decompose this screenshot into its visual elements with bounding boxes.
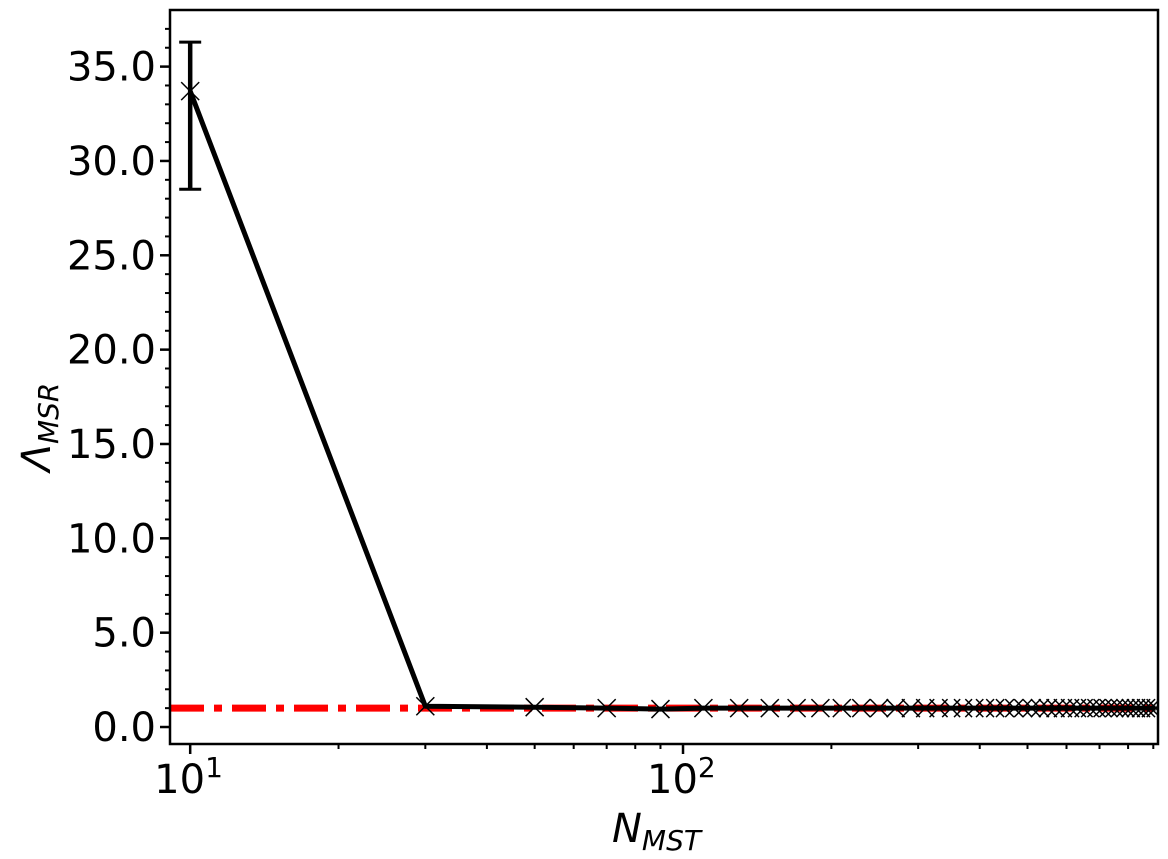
y-axis-label-sub: MSR bbox=[32, 383, 65, 444]
y-axis-label: ΛMSR bbox=[14, 383, 65, 475]
data-point-marker bbox=[869, 698, 889, 718]
error-bar bbox=[179, 40, 202, 191]
series-line bbox=[187, 90, 1156, 712]
data-point-marker bbox=[1038, 698, 1058, 718]
data-point-marker bbox=[1067, 698, 1087, 718]
data-point-marker bbox=[1121, 698, 1141, 718]
data-point-marker bbox=[525, 697, 545, 717]
data-point-marker bbox=[1013, 698, 1033, 718]
data-point-marker bbox=[693, 698, 713, 718]
y-tick-label: 20.0 bbox=[67, 328, 156, 374]
x-axis-label-main: N bbox=[612, 806, 642, 852]
x-tick-labels: 101 102 bbox=[154, 751, 716, 803]
data-point-marker bbox=[810, 698, 830, 718]
data-point-marker bbox=[901, 698, 921, 718]
data-point-marker bbox=[729, 698, 749, 718]
data-point-marker bbox=[1115, 698, 1135, 718]
data-point-marker bbox=[964, 698, 984, 718]
data-point-marker bbox=[832, 698, 852, 718]
data-point-marker bbox=[1053, 698, 1073, 718]
y-axis-label-main: Λ bbox=[14, 444, 60, 474]
y-tick-label: 35.0 bbox=[67, 45, 156, 91]
data-point-marker bbox=[1030, 698, 1050, 718]
y-tick-label: 25.0 bbox=[67, 233, 156, 279]
x-axis-ticks bbox=[188, 744, 685, 754]
plot-area bbox=[170, 40, 1158, 719]
data-point-marker bbox=[975, 698, 995, 718]
data-point-marker bbox=[787, 698, 807, 718]
plot-frame bbox=[168, 8, 1160, 746]
y-tick-label: 5.0 bbox=[92, 611, 156, 657]
data-point-marker bbox=[1136, 698, 1156, 718]
y-tick-label: 30.0 bbox=[67, 139, 156, 185]
data-point-marker bbox=[597, 698, 617, 718]
y-tick-label: 0.0 bbox=[92, 705, 156, 751]
data-point-marker bbox=[985, 698, 1005, 718]
data-point-marker bbox=[1146, 698, 1158, 718]
y-tick-label: 15.0 bbox=[67, 422, 156, 468]
x-tick-label: 101 bbox=[154, 751, 223, 803]
data-point-marker bbox=[650, 699, 670, 719]
x-tick-label: 102 bbox=[647, 751, 716, 803]
data-point-marker bbox=[415, 696, 435, 716]
series-group bbox=[179, 40, 1158, 719]
data-point-marker bbox=[995, 698, 1015, 718]
data-point-marker bbox=[1060, 698, 1080, 718]
data-point-marker bbox=[915, 698, 935, 718]
data-point-marker bbox=[1110, 698, 1130, 718]
data-point-marker bbox=[760, 698, 780, 718]
data-point-marker bbox=[886, 698, 906, 718]
data-point-marker bbox=[1004, 698, 1024, 718]
x-axis-label-sub: MST bbox=[642, 824, 703, 857]
data-point-marker bbox=[851, 698, 871, 718]
y-tick-label: 10.0 bbox=[67, 516, 156, 562]
data-point-marker bbox=[1022, 698, 1042, 718]
data-point-marker bbox=[1131, 698, 1151, 718]
x-axis-label: NMST bbox=[612, 806, 703, 857]
data-point-marker bbox=[1126, 698, 1146, 718]
y-tick-labels: 0.0 5.0 10.0 15.0 20.0 25.0 30.0 35.0 bbox=[67, 45, 156, 751]
y-axis-ticks bbox=[160, 65, 170, 729]
data-point-marker bbox=[1046, 698, 1066, 718]
